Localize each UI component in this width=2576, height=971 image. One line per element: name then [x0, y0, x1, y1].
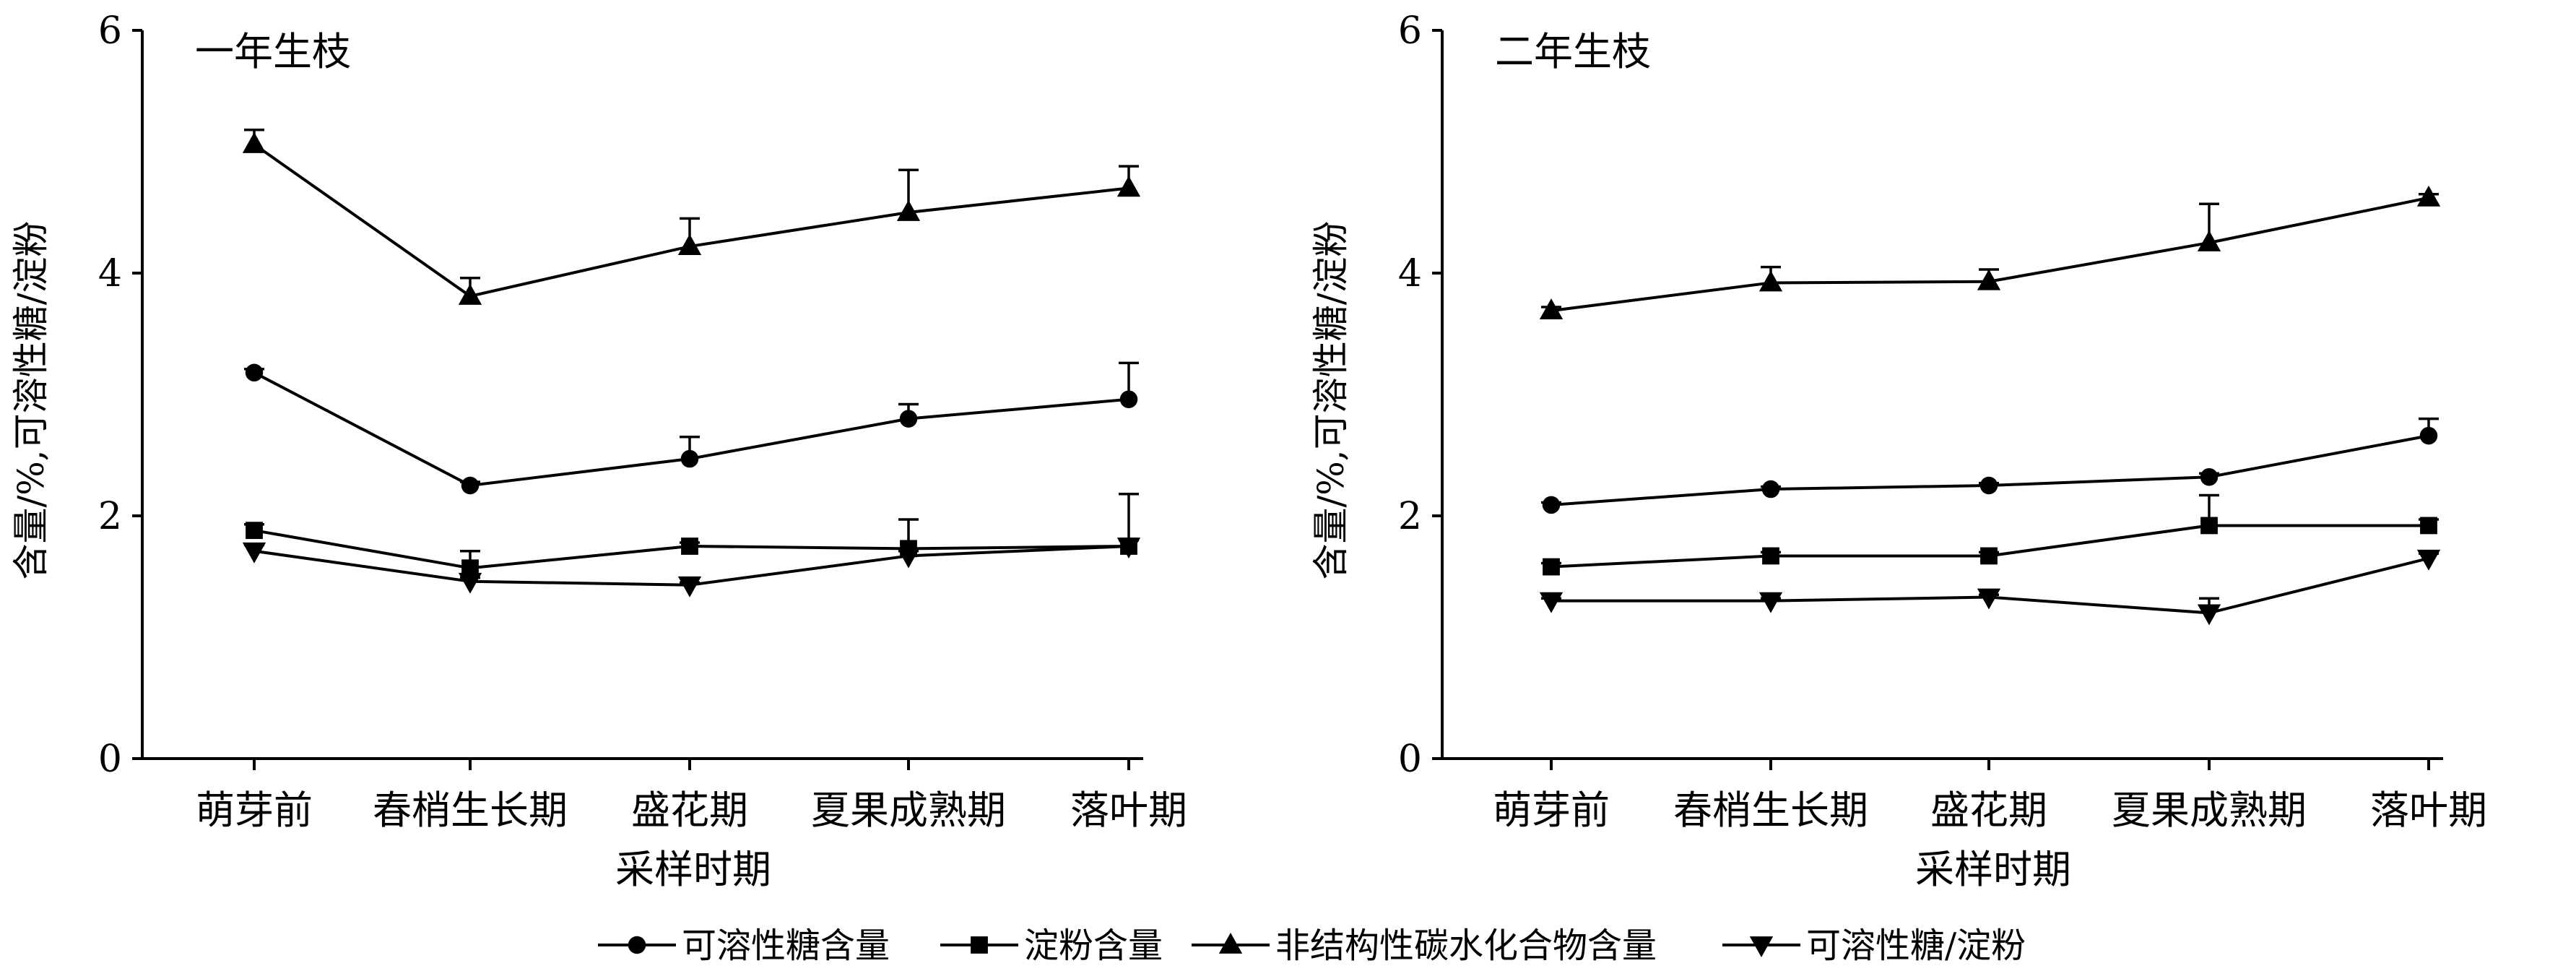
series-square [1541, 493, 2439, 576]
y-tick-label: 6 [1398, 9, 1422, 53]
series-line [253, 371, 1129, 488]
data-point [677, 576, 702, 597]
legend-label: 可溶性糖含量 [682, 925, 890, 966]
data-point [461, 476, 480, 495]
series-circle [1541, 417, 2439, 514]
data-point [2419, 426, 2438, 445]
series-triangle-up [242, 129, 1141, 305]
data-point [2197, 230, 2221, 251]
x-tick-label: 萌芽前 [196, 787, 313, 833]
data-point [246, 522, 263, 540]
legend-label: 淀粉含量 [1024, 925, 1163, 966]
data-point [1762, 547, 1779, 565]
data-point [1543, 558, 1560, 576]
data-point [1758, 592, 1783, 613]
y-tick-label: 2 [1398, 495, 1422, 538]
series-triangle-down [1539, 549, 2441, 626]
data-point [1116, 538, 1141, 558]
x-tick-label: 夏果成熟期 [2112, 787, 2307, 833]
series-triangle-down [242, 538, 1141, 597]
x-tick-label: 夏果成熟期 [811, 787, 1006, 833]
series-triangle-up [1539, 185, 2441, 319]
data-point [896, 547, 921, 569]
data-point [1758, 270, 1783, 292]
chart-two-year-branch: 二年生枝 含量/%,可溶性糖/淀粉 采样时期 0 2 4 6 萌芽前 春梢生长期 盛花期 夏果… [1310, 9, 2487, 892]
data-point [1539, 592, 1564, 613]
data-point [1977, 588, 2001, 610]
data-point [2416, 185, 2441, 207]
x-tick-label: 春梢生长期 [373, 787, 568, 833]
x-tick-label: 落叶期 [2370, 787, 2487, 833]
data-point [677, 234, 702, 255]
data-point [899, 410, 918, 428]
series-square [244, 493, 1139, 577]
data-point [1119, 390, 1138, 408]
x-tick-label: 盛花期 [1930, 787, 2047, 833]
series-line [1551, 196, 2429, 313]
legend-marker [628, 936, 646, 954]
series-circle [244, 361, 1139, 495]
data-point [242, 131, 266, 153]
legend-item: 可溶性糖含量 [598, 925, 890, 966]
chart-title: 一年生枝 [195, 29, 351, 74]
data-point [1539, 298, 1564, 319]
data-point [1116, 176, 1141, 197]
x-tick-label: 落叶期 [1070, 787, 1187, 833]
y-tick-label: 4 [1398, 252, 1422, 295]
chart-one-year-branch: 一年生枝 含量/%,可溶性糖/淀粉 采样时期 0 2 4 6 萌芽前 春梢生长期 盛花期 夏果… [10, 9, 1187, 892]
series-line [253, 143, 1129, 298]
legend-item: 可溶性糖/淀粉 [1722, 925, 2026, 966]
data-point [1979, 476, 1998, 495]
legend-marker [971, 936, 988, 954]
data-point [458, 572, 482, 594]
chart-title: 二年生枝 [1495, 29, 1651, 74]
data-point [1977, 269, 2001, 290]
x-tick-label: 春梢生长期 [1673, 787, 1868, 833]
data-point [680, 449, 699, 468]
data-point [2197, 604, 2221, 626]
y-axis-label: 含量/%,可溶性糖/淀粉 [10, 220, 52, 579]
data-point [2200, 517, 2218, 535]
x-tick-label: 盛花期 [631, 787, 748, 833]
y-tick-label: 2 [98, 495, 122, 538]
series-line [1551, 434, 2429, 506]
legend-item: 淀粉含量 [940, 925, 1163, 966]
y-tick-label: 0 [98, 738, 122, 781]
legend-item: 非结构性碳水化合物含量 [1192, 925, 1657, 966]
y-tick-label: 4 [98, 252, 122, 295]
data-point [458, 283, 482, 305]
x-axis-label: 采样时期 [1915, 847, 2071, 892]
legend-marker [1218, 933, 1243, 954]
data-point [2416, 549, 2441, 571]
data-point [1761, 480, 1780, 499]
legend-marker [1749, 936, 1774, 957]
legend-label: 非结构性碳水化合物含量 [1275, 925, 1657, 966]
data-point [245, 363, 264, 381]
data-point [1980, 547, 1998, 565]
x-tick-label: 萌芽前 [1493, 787, 1610, 833]
data-point [2420, 517, 2437, 535]
legend-label: 可溶性糖/淀粉 [1806, 925, 2026, 966]
data-point [1542, 496, 1561, 514]
y-tick-label: 0 [1398, 738, 1422, 781]
x-axis-label: 采样时期 [615, 847, 771, 892]
y-axis-label: 含量/%,可溶性糖/淀粉 [1310, 220, 1352, 579]
data-point [2200, 468, 2219, 486]
y-tick-label: 6 [98, 9, 122, 53]
data-point [242, 542, 266, 564]
data-point [681, 538, 698, 555]
data-point [896, 200, 921, 221]
data-point [461, 559, 479, 577]
legend: 可溶性糖含量 淀粉含量 非结构性碳水化合物含量 可溶性糖/淀粉 [598, 925, 2026, 966]
